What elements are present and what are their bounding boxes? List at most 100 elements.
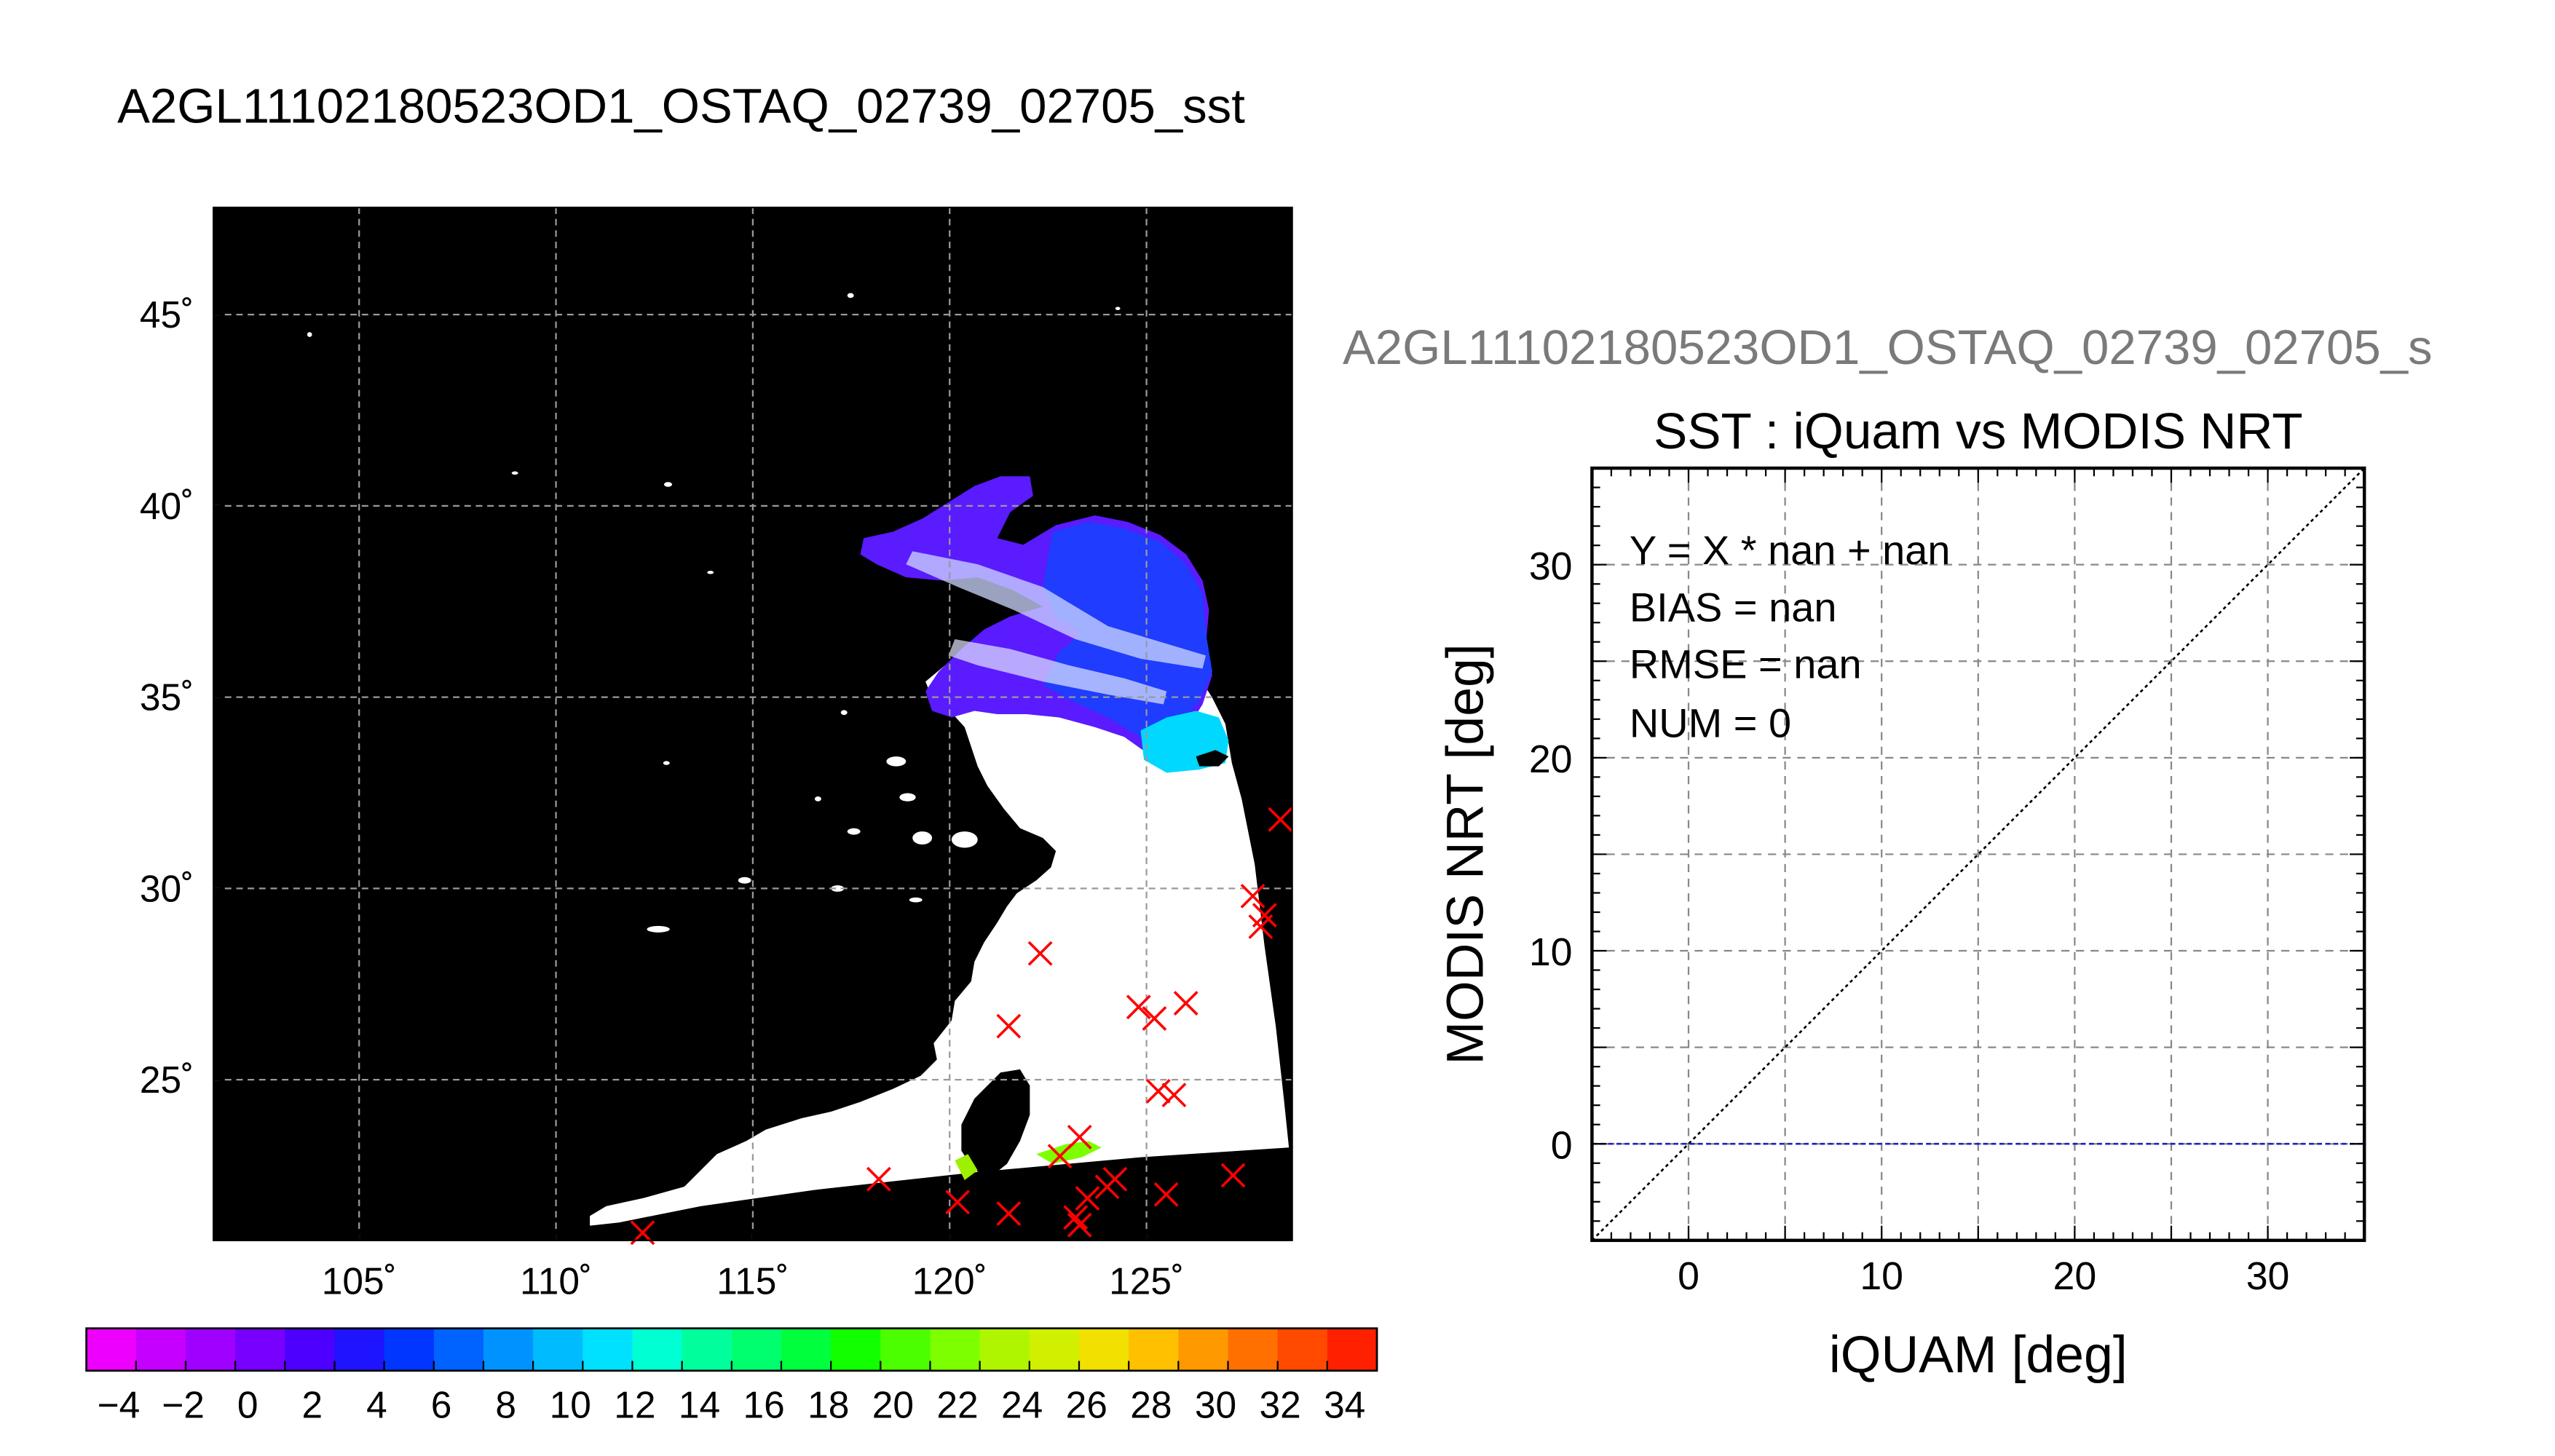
scatter-title: SST : iQuam vs MODIS NRT bbox=[1654, 403, 2303, 459]
colorbar-cell bbox=[285, 1328, 336, 1371]
stats-num-line: NUM = 0 bbox=[1630, 700, 1791, 745]
colorbar-tick-labels: −4 −2 0 2 4 6 8 10 12 14 16 18 20 22 24 26 28 30 32 34 bbox=[98, 1384, 1366, 1426]
buoy-marker bbox=[996, 1013, 1022, 1039]
colorbar-cell bbox=[135, 1328, 187, 1371]
taiwan-island bbox=[961, 1069, 1030, 1177]
buoy-marker bbox=[1220, 1163, 1246, 1188]
colorbar-tick-label: 10 bbox=[550, 1384, 591, 1426]
scatter-y-tick-label: 0 bbox=[1551, 1123, 1573, 1167]
colorbar-tick-label: −4 bbox=[98, 1384, 141, 1426]
buoy-marker bbox=[1126, 994, 1151, 1020]
colorbar-cell bbox=[930, 1328, 981, 1371]
buoy-marker bbox=[1240, 883, 1265, 909]
map-y-tick-label: 45˚ bbox=[140, 293, 194, 336]
colorbar-tick-label: 28 bbox=[1130, 1384, 1172, 1426]
scatter-suptitle: A2GL11102180523OD1_OSTAQ_02739_02705_s bbox=[1343, 320, 2433, 375]
colorbar-cell bbox=[583, 1328, 633, 1371]
colorbar-cell bbox=[1078, 1328, 1130, 1371]
colorbar-cell bbox=[1228, 1328, 1279, 1371]
colorbar-cell bbox=[185, 1328, 237, 1371]
colorbar-tick-label: 4 bbox=[366, 1384, 387, 1426]
map-y-tick-labels: 45˚ 40˚ 35˚ 30˚ 25˚ bbox=[140, 293, 194, 1101]
colorbar-tick-label: 26 bbox=[1066, 1384, 1107, 1426]
colorbar-cell bbox=[433, 1328, 485, 1371]
colorbar-tick-label: 14 bbox=[679, 1384, 720, 1426]
map-y-tick-label: 25˚ bbox=[140, 1059, 194, 1101]
colorbar-cell bbox=[682, 1328, 733, 1371]
inland-lakes bbox=[307, 293, 1265, 1029]
colorbar-cell bbox=[1029, 1328, 1081, 1371]
map-y-tick-label: 35˚ bbox=[140, 676, 194, 719]
scatter-x-axis-label: iQUAM [deg] bbox=[1829, 1326, 2128, 1384]
scatter-y-axis-label: MODIS NRT [deg] bbox=[1436, 644, 1494, 1064]
scatter-y-tick-label: 10 bbox=[1529, 930, 1573, 974]
map-x-tick-labels: 105˚ 110˚ 115˚ 120˚ 125˚ bbox=[322, 1260, 1184, 1302]
colorbar-cell bbox=[483, 1328, 534, 1371]
colorbar-frame bbox=[85, 1327, 1378, 1372]
colorbar-cell bbox=[1327, 1328, 1378, 1371]
colorbar-tick-label: 24 bbox=[1001, 1384, 1043, 1426]
map-x-tick-label: 115˚ bbox=[716, 1260, 789, 1302]
sst-field-cloud-streak-2 bbox=[948, 639, 1167, 705]
stats-box: Y = X * nan + nan BIAS = nan RMSE = nan … bbox=[1630, 527, 1951, 745]
colorbar-cell bbox=[1277, 1328, 1329, 1371]
stats-bias-line: BIAS = nan bbox=[1630, 584, 1837, 630]
green-patch-east-taiwan bbox=[1036, 1141, 1102, 1164]
colorbar-cell bbox=[235, 1328, 286, 1371]
scatter-y-tick-labels: 0 10 20 30 bbox=[1529, 545, 1573, 1168]
buoy-marker bbox=[866, 1166, 891, 1192]
scatter-x-tick-label: 0 bbox=[1678, 1254, 1699, 1298]
map-x-tick-label: 125˚ bbox=[1109, 1260, 1184, 1302]
colorbar-cell bbox=[781, 1328, 832, 1371]
scatter-x-tick-labels: 0 10 20 30 bbox=[1678, 1254, 2289, 1298]
buoy-marker bbox=[1047, 1144, 1073, 1169]
buoy-marker bbox=[945, 1190, 970, 1215]
scatter-x-tick-label: 10 bbox=[1860, 1254, 1903, 1298]
map-x-tick-label: 120˚ bbox=[912, 1260, 987, 1302]
buoy-marker bbox=[1173, 991, 1198, 1016]
buoy-marker bbox=[1252, 903, 1277, 928]
colorbar-cell bbox=[86, 1328, 138, 1371]
colorbar-cell bbox=[533, 1328, 584, 1371]
figure-title: A2GL11102180523OD1_OSTAQ_02739_02705_sst bbox=[117, 79, 1245, 134]
scatter-x-tick-label: 20 bbox=[2053, 1254, 2097, 1298]
swath-no-data-region bbox=[590, 652, 1290, 1226]
stats-fit-line: Y = X * nan + nan bbox=[1630, 527, 1951, 573]
map-x-tick-label: 110˚ bbox=[520, 1260, 592, 1302]
colorbar-cell bbox=[334, 1328, 385, 1371]
colorbar-tick-label: 0 bbox=[237, 1384, 258, 1426]
scatter-panel: A2GL11102180523OD1_OSTAQ_02739_02705_s S… bbox=[1343, 320, 2433, 1384]
colorbar-tick-label: 20 bbox=[872, 1384, 914, 1426]
colorbar-tick-label: 32 bbox=[1259, 1384, 1300, 1426]
buoy-marker bbox=[1067, 1212, 1092, 1238]
colorbar-cell bbox=[1129, 1328, 1180, 1371]
scatter-reference-lines bbox=[1591, 467, 2366, 1241]
colorbar-tick-label: 8 bbox=[495, 1384, 516, 1426]
map-panel: 105˚ 110˚ 115˚ 120˚ 125˚ 45˚ 40˚ 35˚ 30˚ 25˚ bbox=[140, 206, 1293, 1302]
colorbar-tick-label: 16 bbox=[743, 1384, 784, 1426]
scatter-x-tick-label: 30 bbox=[2246, 1254, 2290, 1298]
sst-field-cloud-streak bbox=[906, 551, 1207, 669]
scatter-y-tick-label: 20 bbox=[1529, 737, 1573, 781]
colorbar-cell bbox=[632, 1328, 683, 1371]
buoy-marker bbox=[1075, 1186, 1100, 1211]
buoy-marker bbox=[1027, 941, 1053, 966]
green-patch-west-taiwan bbox=[955, 1154, 978, 1181]
colorbar-cell bbox=[1178, 1328, 1229, 1371]
stats-rmse-line: RMSE = nan bbox=[1630, 641, 1862, 687]
colorbar-tick-label: 34 bbox=[1324, 1384, 1365, 1426]
colorbar: −4 −2 0 2 4 6 8 10 12 14 16 18 20 22 24 26 28 30 32 34 bbox=[85, 1327, 1378, 1426]
colorbar-cell bbox=[979, 1328, 1031, 1371]
buoy-marker bbox=[1142, 1006, 1167, 1031]
scatter-ticks bbox=[1592, 468, 2365, 1241]
buoy-marker bbox=[1067, 1125, 1092, 1150]
map-frame bbox=[213, 206, 1293, 1241]
buoy-marker bbox=[1161, 1083, 1187, 1108]
colorbar-cell bbox=[384, 1328, 435, 1371]
colorbar-tick-label: 18 bbox=[807, 1384, 849, 1426]
map-y-tick-label: 30˚ bbox=[140, 867, 194, 909]
buoy-marker bbox=[1153, 1182, 1179, 1207]
buoy-marker bbox=[996, 1201, 1022, 1226]
colorbar-tick-label: −2 bbox=[162, 1384, 205, 1426]
